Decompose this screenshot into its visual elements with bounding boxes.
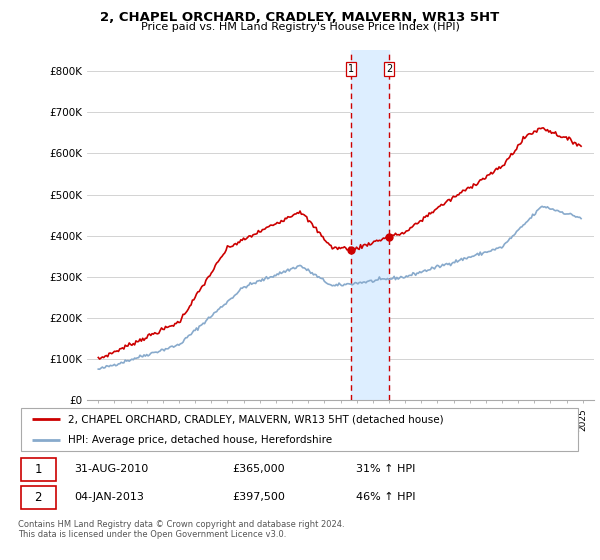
Text: 1: 1	[348, 64, 355, 74]
Bar	[352, 50, 389, 400]
FancyBboxPatch shape	[21, 458, 56, 480]
Text: £397,500: £397,500	[232, 492, 285, 502]
Text: Price paid vs. HM Land Registry's House Price Index (HPI): Price paid vs. HM Land Registry's House …	[140, 22, 460, 32]
Text: 2, CHAPEL ORCHARD, CRADLEY, MALVERN, WR13 5HT: 2, CHAPEL ORCHARD, CRADLEY, MALVERN, WR1…	[100, 11, 500, 24]
Text: Contains HM Land Registry data © Crown copyright and database right 2024.
This d: Contains HM Land Registry data © Crown c…	[18, 520, 344, 539]
Text: 04-JAN-2013: 04-JAN-2013	[74, 492, 144, 502]
Text: 31% ↑ HPI: 31% ↑ HPI	[356, 464, 416, 474]
Text: 46% ↑ HPI: 46% ↑ HPI	[356, 492, 416, 502]
Text: £365,000: £365,000	[232, 464, 285, 474]
Text: 2: 2	[386, 64, 392, 74]
FancyBboxPatch shape	[21, 486, 56, 508]
Text: 2, CHAPEL ORCHARD, CRADLEY, MALVERN, WR13 5HT (detached house): 2, CHAPEL ORCHARD, CRADLEY, MALVERN, WR1…	[68, 414, 443, 424]
Text: 1: 1	[35, 463, 42, 476]
FancyBboxPatch shape	[21, 408, 578, 451]
Text: HPI: Average price, detached house, Herefordshire: HPI: Average price, detached house, Here…	[68, 435, 332, 445]
Text: 31-AUG-2010: 31-AUG-2010	[74, 464, 149, 474]
Text: 2: 2	[35, 491, 42, 504]
